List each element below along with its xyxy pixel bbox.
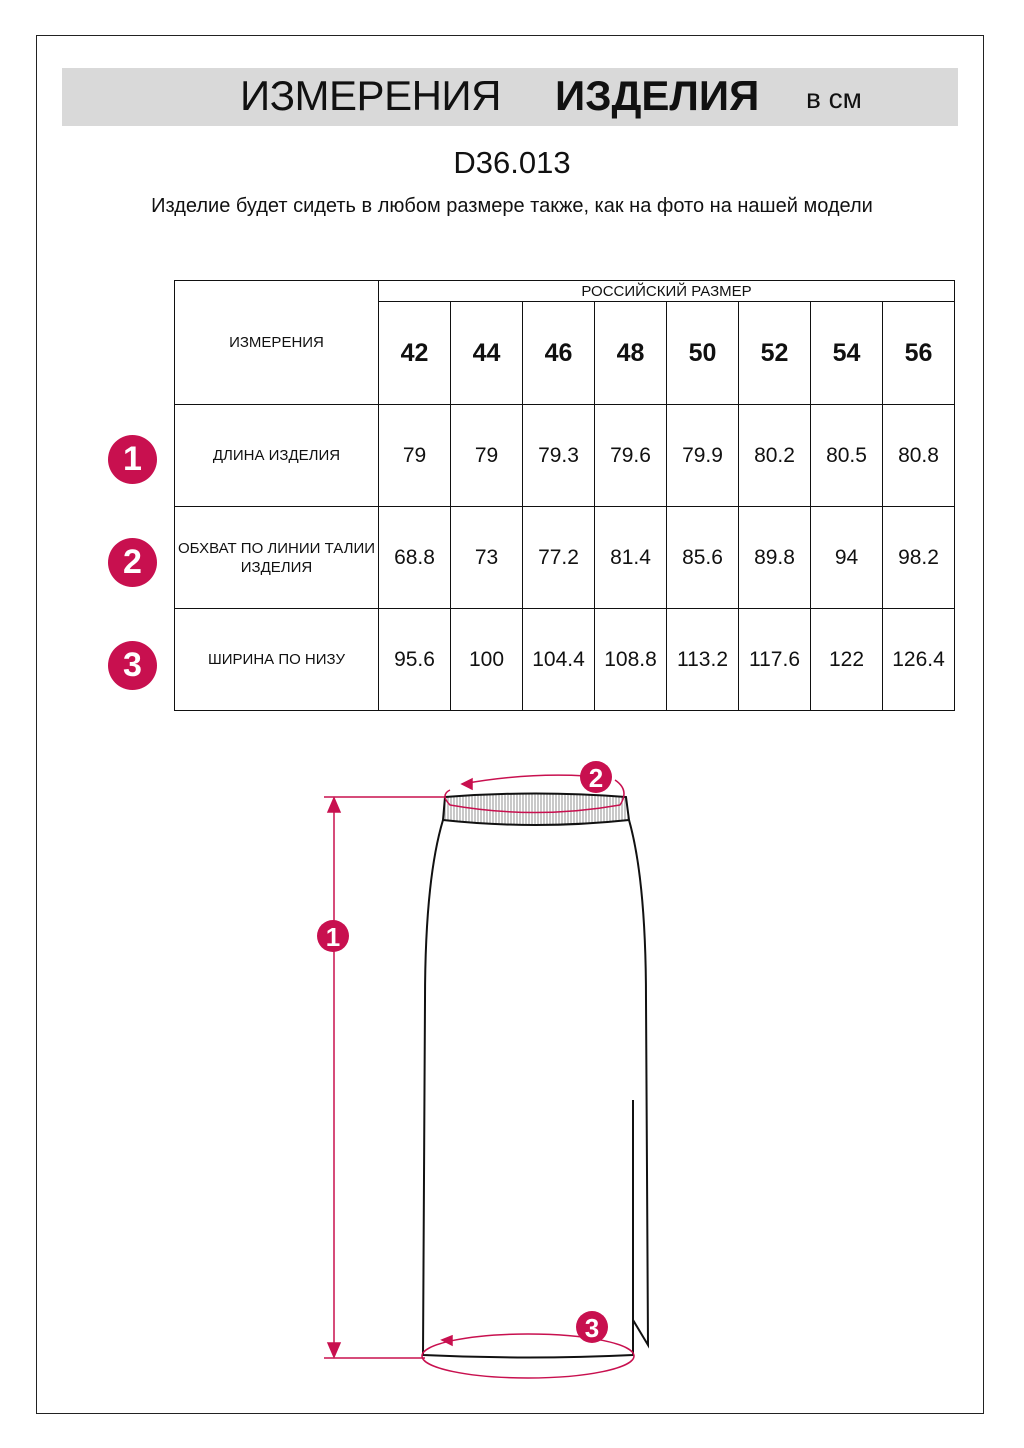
- value-cell: 79: [450, 404, 523, 507]
- svg-text:3: 3: [585, 1313, 599, 1343]
- article-code: D36.013: [453, 145, 571, 180]
- value-cell: 108.8: [594, 608, 667, 711]
- value-cell: 80.2: [738, 404, 811, 507]
- size-cell: 54: [810, 301, 883, 405]
- size-cell: 44: [450, 301, 523, 405]
- value-cell: 113.2: [666, 608, 739, 711]
- value-cell: 85.6: [666, 506, 739, 609]
- title-bold: ИЗДЕЛИЯ: [555, 72, 760, 119]
- value-cell: 104.4: [522, 608, 595, 711]
- diagram-marker-2: 2: [580, 761, 612, 793]
- value-cell: 117.6: [738, 608, 811, 711]
- value-cell: 80.8: [882, 404, 955, 507]
- size-table: ИЗМЕРЕНИЯ РОССИЙСКИЙ РАЗМЕР 42 44 46 48 …: [174, 280, 955, 711]
- page-frame: [36, 35, 984, 1414]
- title-regular: ИЗМЕРЕНИЯ: [240, 72, 501, 119]
- marker-badge-1: 1: [108, 435, 157, 484]
- size-cell: 42: [378, 301, 451, 405]
- value-cell: 100: [450, 608, 523, 711]
- marker-badge-2: 2: [108, 538, 157, 587]
- row-label: ДЛИНА ИЗДЕЛИЯ: [174, 404, 379, 507]
- value-cell: 98.2: [882, 506, 955, 609]
- svg-text:1: 1: [326, 922, 340, 952]
- title-unit: в см: [806, 83, 862, 114]
- size-cell: 48: [594, 301, 667, 405]
- table-row: ШИРИНА ПО НИЗУ 95.6 100 104.4 108.8 113.…: [174, 608, 955, 711]
- value-cell: 80.5: [810, 404, 883, 507]
- value-cell: 73: [450, 506, 523, 609]
- title-banner: [62, 68, 958, 126]
- value-cell: 126.4: [882, 608, 955, 711]
- measure-lines: [324, 774, 635, 1379]
- diagram-marker-3: 3: [576, 1311, 608, 1343]
- value-cell: 79.9: [666, 404, 739, 507]
- table-row: ДЛИНА ИЗДЕЛИЯ 79 79 79.3 79.6 79.9 80.2 …: [174, 404, 955, 507]
- svg-text:2: 2: [589, 763, 603, 793]
- diagram-marker-1: 1: [317, 920, 349, 952]
- size-cell: 50: [666, 301, 739, 405]
- value-cell: 79: [378, 404, 451, 507]
- measure-header: ИЗМЕРЕНИЯ: [174, 280, 379, 405]
- value-cell: 68.8: [378, 506, 451, 609]
- value-cell: 81.4: [594, 506, 667, 609]
- value-cell: 79.3: [522, 404, 595, 507]
- value-cell: 89.8: [738, 506, 811, 609]
- value-cell: 95.6: [378, 608, 451, 711]
- value-cell: 122: [810, 608, 883, 711]
- size-cell: 52: [738, 301, 811, 405]
- table-row: ОБХВАТ ПО ЛИНИИ ТАЛИИ ИЗДЕЛИЯ 68.8 73 77…: [174, 506, 955, 609]
- marker-badge-3: 3: [108, 641, 157, 690]
- skirt-outline: [421, 792, 650, 1359]
- size-row: 42 44 46 48 50 52 54 56: [175, 301, 955, 405]
- size-cell: 56: [882, 301, 955, 405]
- size-cell: 46: [522, 301, 595, 405]
- fit-note: Изделие будет сидеть в любом размере так…: [151, 195, 873, 217]
